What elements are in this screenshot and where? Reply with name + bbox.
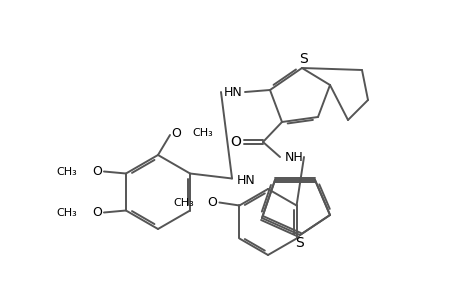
Text: CH₃: CH₃ [56,167,77,176]
Text: NH: NH [284,151,303,164]
Text: O: O [92,206,102,219]
Text: HN: HN [236,174,255,187]
Text: CH₃: CH₃ [174,197,194,208]
Text: S: S [295,236,304,250]
Text: O: O [230,135,241,149]
Text: CH₃: CH₃ [191,128,212,138]
Text: O: O [171,127,180,140]
Text: O: O [92,165,102,178]
Text: CH₃: CH₃ [56,208,77,218]
Text: HN: HN [223,85,242,98]
Text: S: S [299,52,308,66]
Text: O: O [207,196,217,209]
